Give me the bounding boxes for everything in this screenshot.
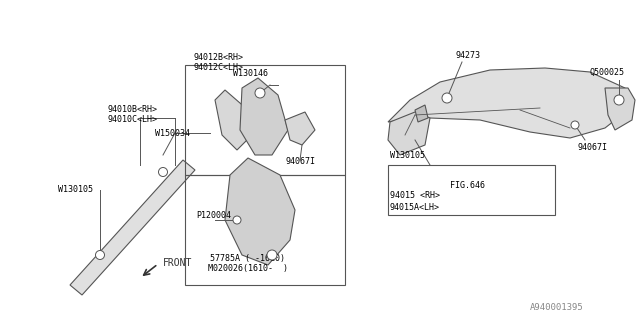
Polygon shape — [388, 68, 628, 138]
Text: 94015A<LH>: 94015A<LH> — [390, 203, 440, 212]
Circle shape — [614, 95, 624, 105]
Bar — [388, 165, 555, 215]
Circle shape — [571, 121, 579, 129]
Text: 94273: 94273 — [455, 51, 480, 60]
Polygon shape — [605, 88, 635, 130]
Text: Q500025: Q500025 — [590, 68, 625, 76]
Text: W150034: W150034 — [155, 129, 190, 138]
Text: P120004: P120004 — [196, 211, 231, 220]
Circle shape — [95, 251, 104, 260]
Text: M020026(1610-  ): M020026(1610- ) — [208, 265, 288, 274]
Polygon shape — [240, 78, 288, 155]
Text: 94010B<RH>: 94010B<RH> — [107, 105, 157, 114]
Bar — [185, 175, 345, 285]
Text: 94067I: 94067I — [578, 143, 608, 153]
Circle shape — [255, 88, 265, 98]
Polygon shape — [285, 112, 315, 145]
Polygon shape — [215, 90, 252, 150]
Text: FRONT: FRONT — [163, 258, 193, 268]
Circle shape — [159, 167, 168, 177]
Circle shape — [233, 216, 241, 224]
Polygon shape — [388, 112, 430, 155]
Text: 94010C<LH>: 94010C<LH> — [107, 116, 157, 124]
Polygon shape — [70, 160, 195, 295]
Text: 94015 <RH>: 94015 <RH> — [390, 190, 440, 199]
Bar — [185, 65, 345, 175]
Text: W130105: W130105 — [390, 150, 425, 159]
Text: 57785A ( -1610): 57785A ( -1610) — [210, 253, 285, 262]
Circle shape — [442, 93, 452, 103]
Text: 94067I: 94067I — [285, 157, 315, 166]
Circle shape — [267, 250, 277, 260]
Polygon shape — [225, 158, 295, 265]
Text: 94012C<LH>: 94012C<LH> — [193, 63, 243, 73]
Text: W130146: W130146 — [233, 69, 268, 78]
Text: W130105: W130105 — [58, 186, 93, 195]
Text: A940001395: A940001395 — [530, 303, 584, 313]
Text: 94012B<RH>: 94012B<RH> — [193, 53, 243, 62]
Polygon shape — [415, 105, 428, 122]
Text: FIG.646: FIG.646 — [450, 180, 485, 189]
